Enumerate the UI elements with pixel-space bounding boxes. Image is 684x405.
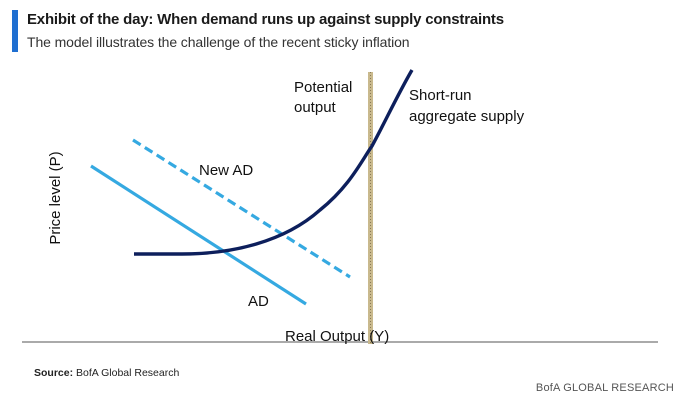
sras-label-line1: Short-run [409,87,472,104]
page-title: Exhibit of the day: When demand runs up … [27,11,504,28]
potential-output-label-line1: Potential [294,79,352,96]
new-ad-curve [132,138,351,279]
sras-curve [134,69,414,256]
sras-label-line2: aggregate supply [409,108,525,125]
potential-output-line [368,72,373,344]
source-label: Source: [34,367,74,379]
new-ad-label: New AD [199,162,253,179]
page-subtitle: The model illustrates the challenge of t… [27,34,410,50]
y-axis-label: Price level (P) [47,151,64,244]
potential-output-label-line2: output [294,99,337,116]
source-note: Source: BofA Global Research [34,367,179,379]
ad-curve [90,164,307,306]
ad-label: AD [248,293,269,310]
title-accent-bar [12,10,18,52]
brand-footer: BofA GLOBAL RESEARCH [535,382,674,394]
x-axis-label: Real Output (Y) [285,328,389,345]
source-text: BofA Global Research [76,367,180,379]
